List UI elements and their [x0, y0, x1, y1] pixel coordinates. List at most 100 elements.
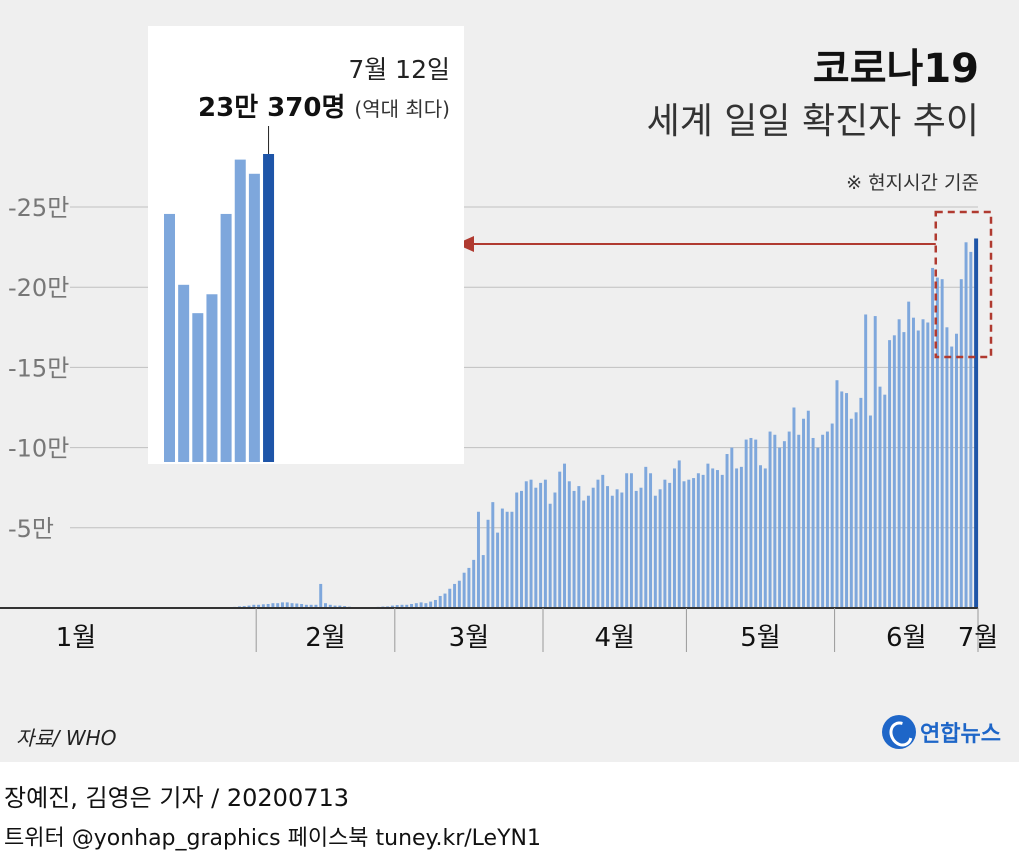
bar [701, 474, 705, 608]
bar [629, 473, 633, 608]
bar [959, 279, 963, 608]
bar [730, 447, 734, 608]
inset-bar [206, 294, 218, 462]
bar [696, 473, 700, 608]
bar [481, 555, 485, 608]
bar [467, 567, 471, 608]
bar [457, 580, 461, 608]
byline: 장예진, 김영은 기자 / 20200713 [4, 784, 350, 812]
bar [749, 437, 753, 608]
bar [462, 572, 466, 608]
bar [419, 602, 423, 608]
bar [563, 463, 566, 608]
bar [333, 605, 337, 608]
bar [548, 503, 552, 608]
bar [811, 437, 815, 608]
bar [433, 599, 437, 608]
inset-bar [164, 213, 175, 462]
bar [715, 470, 719, 608]
bar [711, 468, 715, 608]
bar [596, 479, 600, 608]
bar [529, 479, 533, 608]
bar [797, 434, 801, 608]
bar [338, 605, 342, 608]
yonhap-logo-icon [882, 715, 917, 749]
bar [950, 346, 954, 608]
bar [591, 487, 595, 608]
bar [615, 489, 619, 608]
bar [328, 604, 332, 608]
bar [821, 434, 825, 608]
bar [601, 474, 605, 608]
inset-bar [178, 284, 190, 462]
bar [854, 412, 858, 608]
bar [840, 391, 844, 608]
bar [505, 511, 509, 608]
inset-bar [220, 213, 232, 462]
y-tick-label: -25만 [8, 194, 69, 222]
bar [567, 481, 571, 608]
bar [390, 605, 394, 608]
bar [725, 454, 729, 608]
bar [845, 393, 849, 608]
bar [515, 492, 519, 608]
yonhap-logo-text: 연합뉴스 [920, 722, 1001, 747]
bar [888, 340, 892, 608]
bar [902, 332, 906, 608]
bar [438, 595, 442, 608]
inset-bar [234, 159, 246, 463]
bar [285, 602, 289, 608]
bar [558, 471, 562, 608]
bar [649, 473, 653, 608]
bar [644, 466, 648, 608]
bar [768, 431, 772, 608]
bar [304, 604, 308, 608]
y-tick-label: -5만 [8, 515, 54, 543]
bar [634, 490, 638, 608]
bar [859, 397, 863, 608]
bar [500, 508, 504, 608]
bar [945, 327, 949, 608]
bar [940, 279, 944, 608]
bar [639, 487, 643, 608]
bar [414, 603, 418, 608]
bar [955, 333, 958, 608]
chart: -5만 -10만 -15만 -20만 -25만 1월 2월 3월 4월 5월 6월 7월 7월 12… [0, 26, 998, 653]
bar [868, 415, 872, 608]
bar [773, 434, 777, 608]
bar [543, 479, 547, 608]
inset-date-label: 7월 12일 [348, 55, 450, 84]
bar [849, 418, 853, 608]
inset-bar [192, 313, 204, 462]
y-tick-label: -20만 [8, 274, 69, 302]
source-label: 자료/ WHO [16, 726, 117, 750]
bar [582, 500, 586, 608]
bar [806, 410, 810, 608]
bar [443, 593, 447, 608]
month-label: 5월 [740, 623, 780, 653]
bar [677, 460, 681, 608]
bar [668, 482, 672, 608]
bar [520, 490, 523, 608]
bar [787, 431, 791, 608]
bar [964, 242, 968, 608]
bar [897, 319, 901, 608]
bar [825, 431, 829, 608]
month-label: 2월 [305, 623, 345, 653]
bar [539, 482, 543, 608]
bar [276, 603, 280, 608]
bar [524, 481, 528, 608]
bar [610, 495, 614, 608]
bar [453, 583, 457, 608]
bar [620, 492, 624, 608]
bar [295, 603, 299, 608]
bar [266, 603, 270, 608]
bar [782, 441, 786, 608]
highlight-box [934, 210, 993, 359]
bar [974, 238, 979, 609]
bar [247, 605, 251, 608]
chart-title: 코로나19 [812, 46, 979, 92]
social-links: 트위터 @yonhap_graphics 페이스북 tuney.kr/LeYN1 [4, 826, 541, 851]
bar [606, 486, 610, 608]
